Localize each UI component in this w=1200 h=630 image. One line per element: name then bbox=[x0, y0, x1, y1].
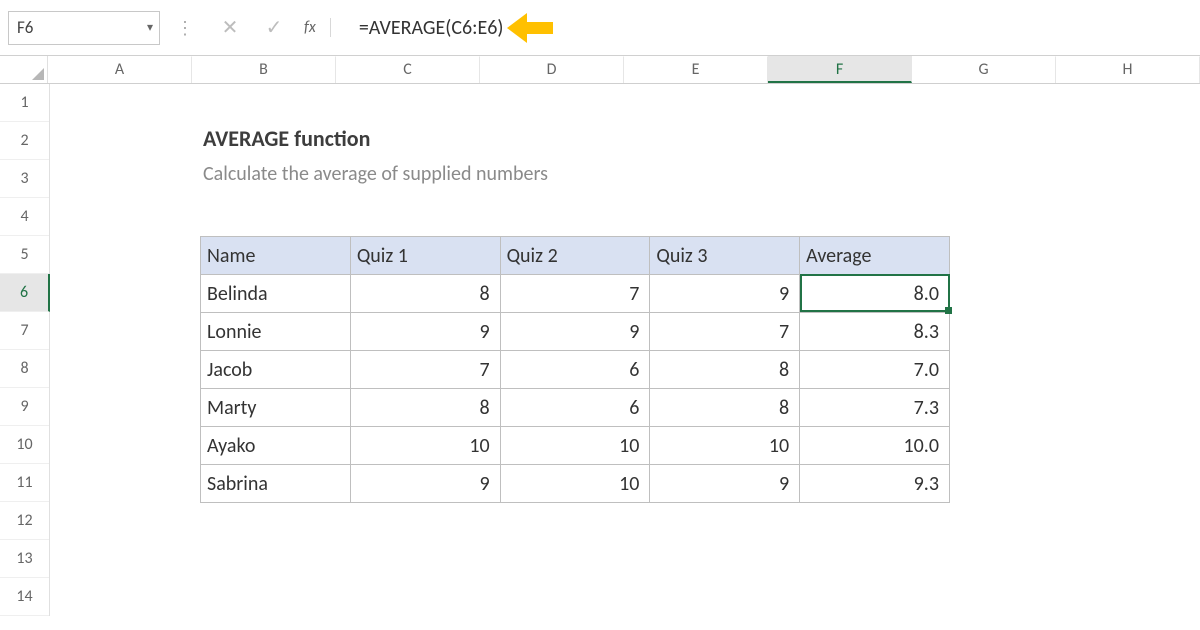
cell-quiz3[interactable]: 10 bbox=[650, 427, 800, 465]
cell-name[interactable]: Marty bbox=[201, 389, 351, 427]
cell-quiz1[interactable]: 9 bbox=[350, 465, 500, 503]
row-header-12[interactable]: 12 bbox=[0, 502, 49, 540]
row-header-5[interactable]: 5 bbox=[0, 236, 49, 274]
cell-average[interactable]: 7.0 bbox=[800, 351, 950, 389]
cell-quiz2[interactable]: 7 bbox=[500, 275, 650, 313]
table-row: Marty8687.3 bbox=[201, 389, 950, 427]
table-row: Jacob7687.0 bbox=[201, 351, 950, 389]
formula-bar: F6 ▾ ⋮ ✕ ✓ fx =AVERAGE(C6:E6) bbox=[0, 0, 1200, 56]
name-box-dropdown-icon[interactable]: ▾ bbox=[147, 20, 153, 35]
table-row: Lonnie9978.3 bbox=[201, 313, 950, 351]
cell-average[interactable]: 7.3 bbox=[800, 389, 950, 427]
table-row: Belinda8798.0 bbox=[201, 275, 950, 313]
row-header-8[interactable]: 8 bbox=[0, 350, 49, 388]
cell-quiz2[interactable]: 9 bbox=[500, 313, 650, 351]
cell-name[interactable]: Jacob bbox=[201, 351, 351, 389]
insert-function-button[interactable]: fx bbox=[298, 18, 331, 37]
row-header-7[interactable]: 7 bbox=[0, 312, 49, 350]
cell-name[interactable]: Belinda bbox=[201, 275, 351, 313]
th-quiz3[interactable]: Quiz 3 bbox=[650, 237, 800, 275]
th-quiz1[interactable]: Quiz 1 bbox=[350, 237, 500, 275]
th-name[interactable]: Name bbox=[201, 237, 351, 275]
row-header-14[interactable]: 14 bbox=[0, 578, 49, 616]
cell-name[interactable]: Ayako bbox=[201, 427, 351, 465]
row-header-10[interactable]: 10 bbox=[0, 426, 49, 464]
row-header-2[interactable]: 2 bbox=[0, 122, 49, 160]
cell-quiz3[interactable]: 9 bbox=[650, 465, 800, 503]
row-header-4[interactable]: 4 bbox=[0, 198, 49, 236]
cell-quiz2[interactable]: 10 bbox=[500, 465, 650, 503]
row-header-1[interactable]: 1 bbox=[0, 84, 49, 122]
column-header-E[interactable]: E bbox=[624, 56, 768, 83]
cell-average[interactable]: 10.0 bbox=[800, 427, 950, 465]
column-header-H[interactable]: H bbox=[1056, 56, 1200, 83]
cell-quiz1[interactable]: 7 bbox=[350, 351, 500, 389]
cancel-formula-button[interactable]: ✕ bbox=[210, 15, 250, 40]
column-header-A[interactable]: A bbox=[48, 56, 192, 83]
name-box-value: F6 bbox=[17, 17, 33, 38]
sheet-subtitle: Calculate the average of supplied number… bbox=[203, 162, 548, 186]
cell-quiz1[interactable]: 10 bbox=[350, 427, 500, 465]
row-headers: 1234567891011121314 bbox=[0, 84, 50, 616]
cell-quiz3[interactable]: 8 bbox=[650, 351, 800, 389]
cell-quiz3[interactable]: 8 bbox=[650, 389, 800, 427]
cell-average[interactable]: 9.3 bbox=[800, 465, 950, 503]
row-header-13[interactable]: 13 bbox=[0, 540, 49, 578]
formula-input[interactable]: =AVERAGE(C6:E6) bbox=[341, 16, 504, 40]
row-header-3[interactable]: 3 bbox=[0, 160, 49, 198]
cell-quiz2[interactable]: 6 bbox=[500, 389, 650, 427]
row-header-11[interactable]: 11 bbox=[0, 464, 49, 502]
column-headers: ABCDEFGH bbox=[0, 56, 1200, 84]
table-body: Belinda8798.0Lonnie9978.3Jacob7687.0Mart… bbox=[201, 275, 950, 503]
confirm-formula-button[interactable]: ✓ bbox=[254, 15, 294, 40]
column-header-B[interactable]: B bbox=[192, 56, 336, 83]
row-header-9[interactable]: 9 bbox=[0, 388, 49, 426]
table-row: Sabrina91099.3 bbox=[201, 465, 950, 503]
cell-average[interactable]: 8.3 bbox=[800, 313, 950, 351]
column-header-C[interactable]: C bbox=[336, 56, 480, 83]
grid-body: 1234567891011121314 AVERAGE function Cal… bbox=[0, 84, 1200, 616]
cell-quiz1[interactable]: 9 bbox=[350, 313, 500, 351]
cell-quiz2[interactable]: 10 bbox=[500, 427, 650, 465]
sheet-title: AVERAGE function bbox=[203, 125, 370, 152]
data-table: Name Quiz 1 Quiz 2 Quiz 3 Average Belind… bbox=[200, 236, 950, 503]
cell-quiz3[interactable]: 9 bbox=[650, 275, 800, 313]
cell-average[interactable]: 8.0 bbox=[800, 275, 950, 313]
th-average[interactable]: Average bbox=[800, 237, 950, 275]
annotation-arrow-icon bbox=[525, 17, 573, 39]
select-all-corner[interactable] bbox=[0, 56, 48, 83]
cell-quiz3[interactable]: 7 bbox=[650, 313, 800, 351]
column-header-G[interactable]: G bbox=[912, 56, 1056, 83]
formula-bar-divider-icon: ⋮ bbox=[164, 17, 206, 39]
cell-name[interactable]: Sabrina bbox=[201, 465, 351, 503]
cell-quiz2[interactable]: 6 bbox=[500, 351, 650, 389]
cell-name[interactable]: Lonnie bbox=[201, 313, 351, 351]
name-box[interactable]: F6 ▾ bbox=[8, 11, 160, 45]
table-row: Ayako10101010.0 bbox=[201, 427, 950, 465]
column-header-F[interactable]: F bbox=[768, 56, 912, 83]
column-header-D[interactable]: D bbox=[480, 56, 624, 83]
cells-area[interactable]: AVERAGE function Calculate the average o… bbox=[50, 84, 1200, 616]
cell-quiz1[interactable]: 8 bbox=[350, 389, 500, 427]
th-quiz2[interactable]: Quiz 2 bbox=[500, 237, 650, 275]
row-header-6[interactable]: 6 bbox=[0, 274, 50, 312]
table-header-row: Name Quiz 1 Quiz 2 Quiz 3 Average bbox=[201, 237, 950, 275]
cell-quiz1[interactable]: 8 bbox=[350, 275, 500, 313]
